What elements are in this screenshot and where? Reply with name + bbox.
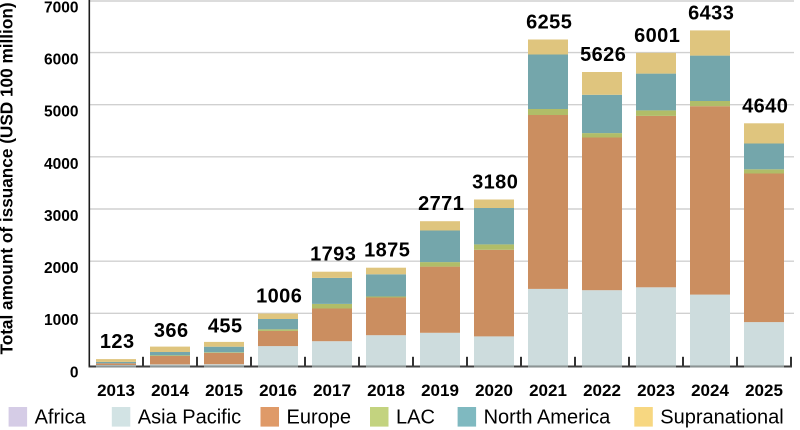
svg-text:Africa: Africa <box>35 407 87 429</box>
svg-text:LAC: LAC <box>396 407 435 429</box>
svg-text:2015: 2015 <box>205 381 243 400</box>
svg-text:2024: 2024 <box>691 381 729 400</box>
svg-text:North America: North America <box>484 407 612 429</box>
svg-text:Asia Pacific: Asia Pacific <box>138 407 241 429</box>
svg-text:Supranational: Supranational <box>660 407 783 429</box>
svg-text:5000: 5000 <box>44 104 78 121</box>
svg-text:2000: 2000 <box>44 260 78 277</box>
svg-text:6255: 6255 <box>526 12 572 34</box>
svg-text:2021: 2021 <box>529 381 567 400</box>
svg-text:2013: 2013 <box>97 381 135 400</box>
svg-text:6001: 6001 <box>634 25 680 47</box>
svg-text:0: 0 <box>70 364 79 381</box>
svg-text:2018: 2018 <box>367 381 405 400</box>
svg-text:6433: 6433 <box>688 2 734 24</box>
svg-text:2017: 2017 <box>313 381 351 400</box>
svg-text:7000: 7000 <box>44 0 78 17</box>
svg-text:455: 455 <box>208 316 243 338</box>
svg-text:Europe: Europe <box>287 407 352 429</box>
svg-text:4640: 4640 <box>742 95 788 117</box>
svg-text:2025: 2025 <box>745 381 783 400</box>
svg-text:6000: 6000 <box>44 52 78 69</box>
svg-text:2014: 2014 <box>151 381 189 400</box>
svg-text:2020: 2020 <box>475 381 513 400</box>
svg-text:1006: 1006 <box>256 286 302 308</box>
svg-text:123: 123 <box>100 331 135 353</box>
svg-text:5626: 5626 <box>580 44 626 66</box>
svg-text:3000: 3000 <box>44 208 78 225</box>
svg-text:3180: 3180 <box>472 172 518 194</box>
svg-text:2022: 2022 <box>583 381 621 400</box>
svg-text:Total amount of issuance (USD: Total amount of issuance (USD 100 millio… <box>0 2 17 354</box>
svg-text:4000: 4000 <box>44 156 78 173</box>
svg-text:2016: 2016 <box>259 381 297 400</box>
svg-text:2771: 2771 <box>418 193 464 215</box>
svg-text:1793: 1793 <box>310 244 356 266</box>
svg-text:1000: 1000 <box>44 312 78 329</box>
svg-text:1875: 1875 <box>364 240 410 262</box>
svg-text:366: 366 <box>154 320 189 342</box>
svg-text:2023: 2023 <box>637 381 675 400</box>
svg-text:2019: 2019 <box>421 381 459 400</box>
